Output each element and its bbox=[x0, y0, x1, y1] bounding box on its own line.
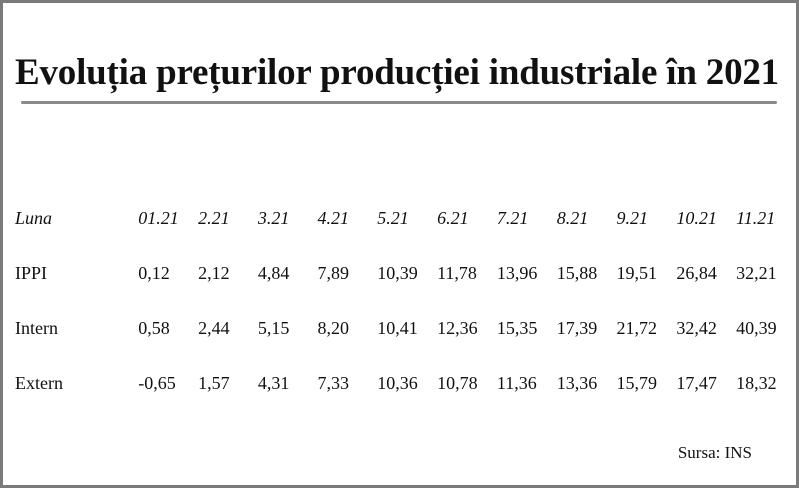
value-cell: 32,21 bbox=[736, 263, 777, 283]
month-cell: 8.21 bbox=[556, 208, 589, 228]
value-cell: 7,33 bbox=[317, 373, 350, 393]
month-cell: 01.21 bbox=[138, 208, 179, 228]
value-cell: 1,57 bbox=[198, 373, 230, 393]
value-cell: 4,31 bbox=[257, 373, 290, 393]
value-cell: 7,89 bbox=[317, 263, 350, 283]
value-cell: 13,96 bbox=[496, 263, 538, 283]
value-cell: 32,42 bbox=[676, 318, 717, 338]
month-cell: 2.21 bbox=[198, 208, 230, 228]
value-cell: 11,36 bbox=[496, 373, 537, 393]
month-cell: 9.21 bbox=[616, 208, 649, 228]
value-cell: 8,20 bbox=[317, 318, 350, 338]
table-row: Intern 0,58 2,44 5,15 8,20 10,41 12,36 1… bbox=[11, 301, 796, 356]
value-cell: 0,12 bbox=[138, 263, 170, 283]
value-cell: 18,32 bbox=[736, 373, 777, 393]
value-cell: 21,72 bbox=[616, 318, 658, 338]
header-label: Luna bbox=[15, 208, 53, 228]
month-cell: 4.21 bbox=[317, 208, 350, 228]
value-cell: 15,35 bbox=[496, 318, 538, 338]
title-underline bbox=[21, 101, 777, 104]
table-row: IPPI 0,12 2,12 4,84 7,89 10,39 11,78 13,… bbox=[11, 246, 796, 301]
month-cell: 3.21 bbox=[257, 208, 290, 228]
value-cell: 15,88 bbox=[556, 263, 598, 283]
month-cell: 11.21 bbox=[736, 208, 776, 228]
row-label: Extern bbox=[15, 373, 63, 393]
price-table: Luna 01.21 2.21 3.21 4.21 5.21 6.21 7.21… bbox=[11, 191, 796, 411]
table-row: Extern -0,65 1,57 4,31 7,33 10,36 10,78 … bbox=[11, 356, 796, 411]
value-cell: 11,78 bbox=[437, 263, 477, 283]
page-title: Evoluția prețurilor producției industria… bbox=[15, 52, 779, 93]
source-note: Sursa: INS bbox=[677, 443, 752, 462]
row-label: IPPI bbox=[15, 263, 48, 283]
table-header-row: Luna 01.21 2.21 3.21 4.21 5.21 6.21 7.21… bbox=[11, 191, 796, 246]
value-cell: 4,84 bbox=[257, 263, 290, 283]
row-label: Intern bbox=[15, 318, 58, 338]
value-cell: 5,15 bbox=[257, 318, 290, 338]
value-cell: 17,47 bbox=[676, 373, 717, 393]
value-cell: 15,79 bbox=[616, 373, 658, 393]
value-cell: 13,36 bbox=[556, 373, 598, 393]
value-cell: 17,39 bbox=[556, 318, 598, 338]
month-cell: 10.21 bbox=[676, 208, 717, 228]
value-cell: -0,65 bbox=[138, 373, 176, 393]
value-cell: 2,12 bbox=[198, 263, 230, 283]
value-cell: 40,39 bbox=[736, 318, 777, 338]
month-cell: 7.21 bbox=[496, 208, 529, 228]
value-cell: 2,44 bbox=[198, 318, 230, 338]
value-cell: 10,41 bbox=[377, 318, 418, 338]
value-cell: 10,36 bbox=[377, 373, 418, 393]
month-cell: 5.21 bbox=[377, 208, 409, 228]
value-cell: 19,51 bbox=[616, 263, 658, 283]
month-cell: 6.21 bbox=[437, 208, 469, 228]
value-cell: 10,78 bbox=[437, 373, 478, 393]
value-cell: 10,39 bbox=[377, 263, 418, 283]
value-cell: 26,84 bbox=[676, 263, 717, 283]
value-cell: 0,58 bbox=[138, 318, 170, 338]
value-cell: 12,36 bbox=[437, 318, 478, 338]
